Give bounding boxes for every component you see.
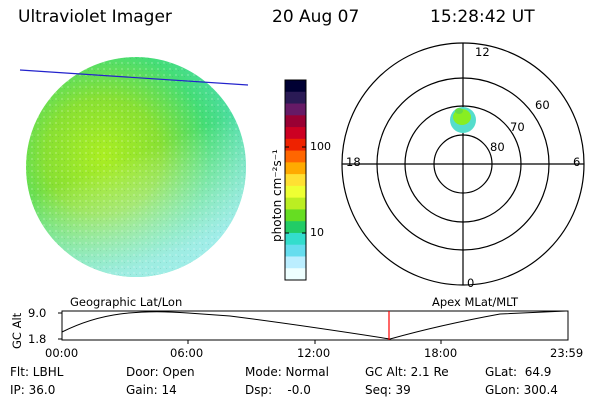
mlt-label-6: 6 xyxy=(573,155,581,169)
colorbar-segment xyxy=(285,244,306,257)
info-ip: IP: 36.0 xyxy=(10,383,56,397)
colorbar-segment xyxy=(285,115,306,128)
altitude-ytick-9: 9.0 xyxy=(28,306,47,320)
colorbar-segment xyxy=(285,162,306,175)
time-label: 15:28:42 UT xyxy=(430,7,535,27)
mlt-label-12: 12 xyxy=(475,45,490,59)
colorbar-segment xyxy=(285,209,306,222)
info-door: Door: Open xyxy=(126,365,195,379)
altitude-xtick-2359: 23:59 xyxy=(550,346,584,360)
altitude-y-ticks xyxy=(58,312,62,340)
info-glon: GLon: 300.4 xyxy=(485,383,558,397)
uv-image-disk xyxy=(26,57,246,277)
lat-label-80: 80 xyxy=(490,140,505,154)
altitude-ylabel: GC Alt xyxy=(10,312,24,349)
info-glat: GLat: 64.9 xyxy=(485,365,552,379)
info-gc-alt: GC Alt: 2.1 Re xyxy=(365,365,449,379)
colorbar xyxy=(285,80,306,281)
polar-plot xyxy=(341,42,585,286)
info-mode: Mode: Normal xyxy=(245,365,329,379)
colorbar-segment xyxy=(285,80,306,93)
altitude-ytick-1_8: 1.8 xyxy=(28,332,47,346)
altitude-xtick-0000: 00:00 xyxy=(45,346,79,360)
colorbar-segment xyxy=(285,232,306,246)
altitude-curve xyxy=(61,310,567,340)
colorbar-segment xyxy=(285,127,306,140)
colorbar-segment xyxy=(285,268,306,281)
info-dsp: Dsp: -0.0 xyxy=(245,383,311,397)
altitude-xtick-1200: 12:00 xyxy=(297,346,331,360)
lat-label-70: 70 xyxy=(510,120,525,134)
altitude-x-ticks xyxy=(187,340,442,344)
altitude-left-title: Geographic Lat/Lon xyxy=(70,295,183,309)
colorbar-tick-100: 100 xyxy=(310,140,331,153)
info-seq: Seq: 39 xyxy=(365,383,411,397)
colorbar-segment xyxy=(285,103,306,116)
altitude-xtick-0600: 06:00 xyxy=(170,346,204,360)
mlt-label-18: 18 xyxy=(346,155,361,169)
instrument-title: Ultraviolet Imager xyxy=(18,7,172,27)
colorbar-segment xyxy=(285,197,306,210)
date-label: 20 Aug 07 xyxy=(272,7,360,27)
colorbar-segment xyxy=(285,221,306,234)
colorbar-segment xyxy=(285,174,306,187)
info-gain: Gain: 14 xyxy=(126,383,177,397)
lat-label-60: 60 xyxy=(535,98,550,112)
colorbar-segment xyxy=(285,91,306,105)
colorbar-unit-label: photon cm⁻²s⁻¹ xyxy=(270,149,284,242)
colorbar-segment xyxy=(285,256,306,269)
mlt-label-0: 0 xyxy=(467,276,475,290)
colorbar-segment xyxy=(285,185,306,199)
colorbar-segment xyxy=(285,138,306,152)
terminator-line xyxy=(19,69,249,86)
colorbar-frame xyxy=(284,79,307,281)
altitude-xtick-1800: 18:00 xyxy=(424,346,458,360)
colorbar-segment xyxy=(285,150,306,163)
aurora-blob xyxy=(450,107,476,133)
colorbar-tick-10: 10 xyxy=(310,226,324,239)
altitude-right-title: Apex MLat/MLT xyxy=(432,295,519,309)
info-filter: Flt: LBHL xyxy=(10,365,64,379)
